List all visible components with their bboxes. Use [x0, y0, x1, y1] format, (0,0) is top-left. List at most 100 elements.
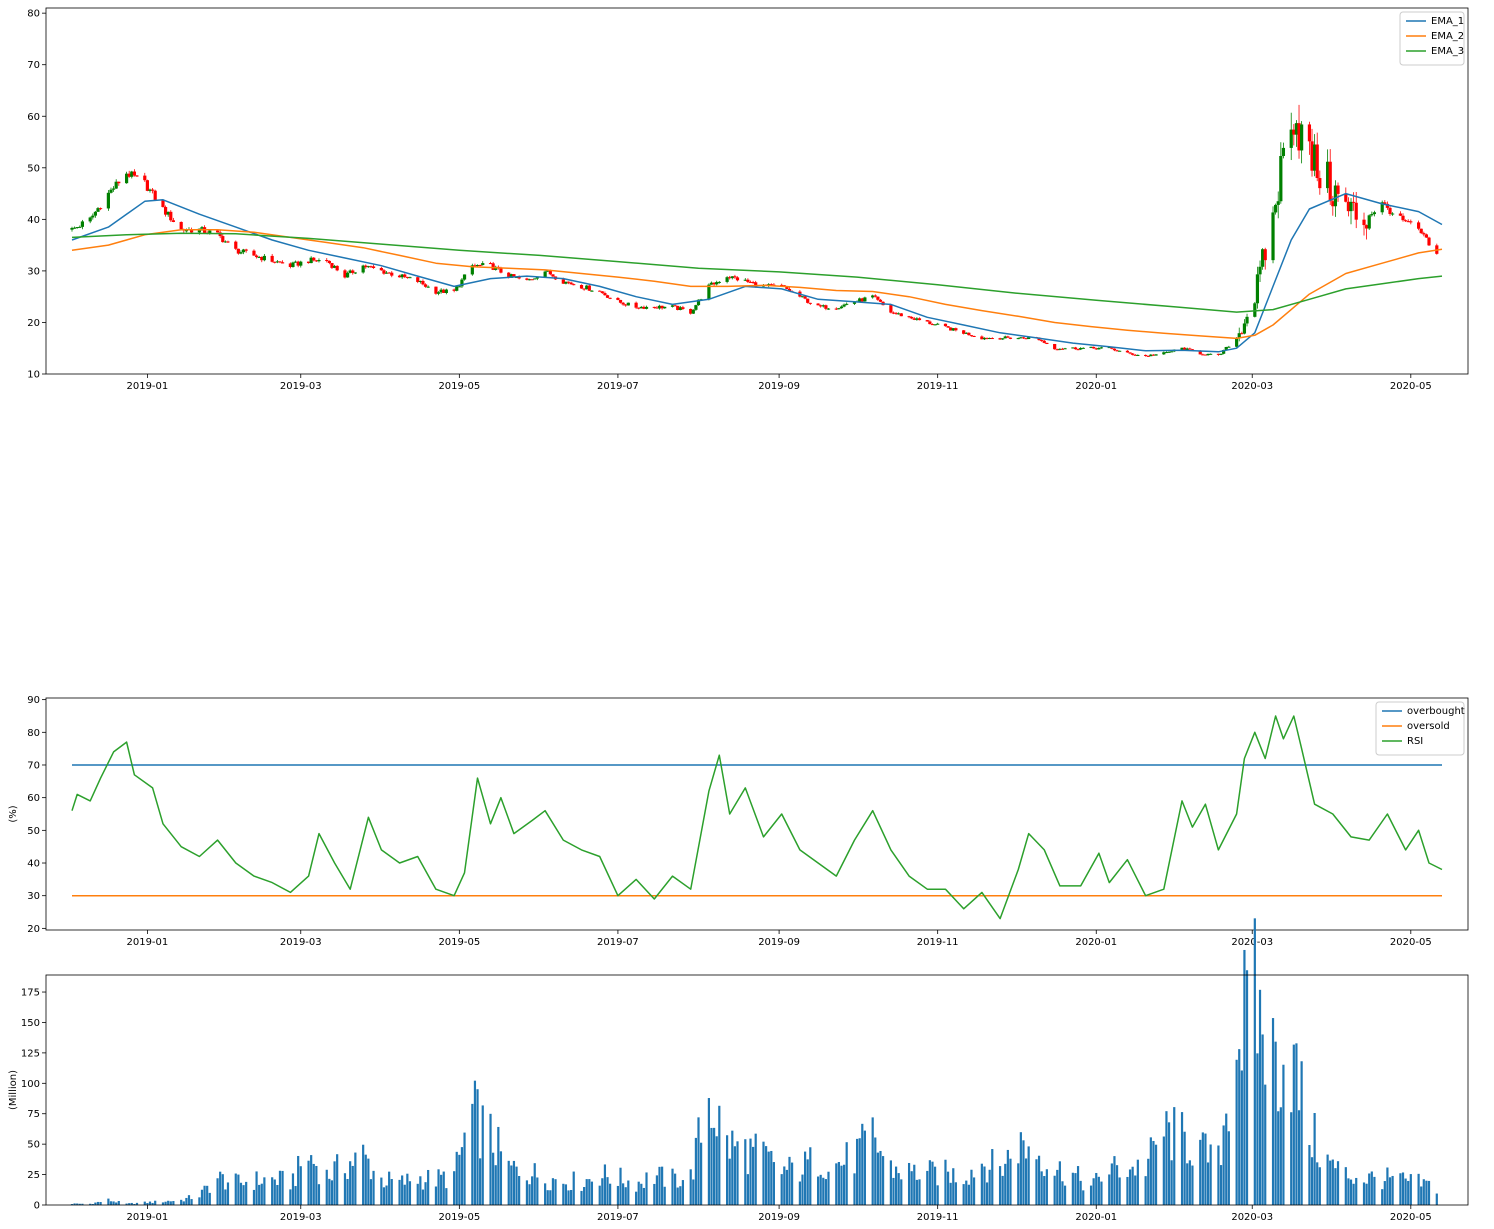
price-candle-body [80, 221, 84, 227]
volume-bar [770, 1150, 773, 1205]
volume-bar [780, 1174, 783, 1205]
volume-bar [803, 1151, 807, 1205]
volume-bar [1108, 1174, 1111, 1205]
price-candle-body [200, 227, 204, 229]
volume-bar [1313, 1113, 1316, 1205]
price-candle-body [1008, 337, 1013, 339]
price-candle-body [1198, 350, 1202, 355]
price-candle-body [351, 270, 355, 273]
price-candle-body [925, 320, 929, 322]
price-candle-body [1216, 353, 1221, 355]
volume-bar [991, 1149, 994, 1205]
price-candle-body [1201, 354, 1205, 356]
volume-bar [642, 1187, 646, 1205]
volume-bar [369, 1179, 373, 1205]
price-candle-body [153, 190, 157, 201]
price-candle-body [1021, 337, 1026, 339]
volume-bar [736, 1141, 739, 1205]
price-candle-body [488, 263, 493, 265]
volume-bar [762, 1141, 765, 1205]
volume-bar [855, 1138, 859, 1205]
volume-bar [733, 1146, 737, 1205]
volume-bar [551, 1178, 555, 1205]
volume-bar [364, 1154, 367, 1205]
price-candle-body [345, 272, 350, 278]
volume-bar [1383, 1181, 1386, 1205]
price-candle-body [234, 241, 238, 249]
price-candle-body [946, 326, 950, 328]
price-candle-body [135, 175, 139, 177]
price-candle-body [93, 211, 97, 216]
price-candle-body [1372, 212, 1377, 215]
2-ytick-label: 75 [27, 1109, 40, 1120]
volume-bar [1344, 1167, 1347, 1205]
volume-bar [1417, 1173, 1420, 1205]
volume-bar [998, 1166, 1002, 1205]
price-candle-body [837, 308, 841, 310]
volume-bar [1128, 1169, 1132, 1205]
volume-bar [1188, 1160, 1191, 1205]
volume-bar [824, 1179, 827, 1205]
1-ytick-label: 90 [27, 695, 40, 706]
price-candle-body [525, 278, 529, 280]
price-candle-body [403, 274, 407, 277]
price-candle-body [444, 289, 448, 294]
price-candle-body [171, 220, 175, 222]
price-candle-body [899, 313, 903, 317]
volume-bar [161, 1202, 165, 1205]
price-candle-body [405, 276, 409, 278]
price-candle-body [590, 290, 594, 292]
volume-bar [169, 1201, 172, 1205]
volume-bar [73, 1203, 76, 1205]
volume-bar [827, 1171, 830, 1205]
price-candle-body [517, 277, 521, 279]
price-candle-body [1352, 201, 1356, 203]
price-candle-body [579, 284, 584, 289]
price-candle-body [769, 284, 773, 286]
price-candle-body [657, 305, 662, 309]
price-candle-body [416, 277, 420, 282]
price-candle-body [254, 255, 259, 258]
volume-bar [401, 1175, 404, 1205]
volume-bar [1131, 1166, 1134, 1205]
volume-bar [421, 1189, 425, 1205]
price-candle-body [1313, 144, 1317, 171]
price-candle-body [434, 286, 438, 294]
volume-bar [1274, 1041, 1277, 1205]
price-candle-body [954, 328, 958, 331]
price-candle-body [361, 265, 365, 273]
volume-bar [1126, 1176, 1129, 1205]
price-candle-body [819, 305, 823, 307]
price-candle-body [678, 307, 682, 310]
volume-bar [325, 1169, 328, 1205]
volume-bar [1092, 1178, 1095, 1205]
volume-bar [1258, 989, 1262, 1205]
volume-bar [143, 1201, 146, 1205]
price-candle-body [478, 264, 482, 266]
volume-bar [380, 1177, 383, 1205]
volume-bar [619, 1167, 622, 1205]
volume-bar [1290, 1112, 1293, 1205]
price-candle-body [673, 305, 677, 307]
price-candle-body [1219, 353, 1223, 355]
price-candle-body [826, 308, 831, 310]
price-candle-body [915, 318, 919, 320]
volume-bar [1217, 1145, 1220, 1205]
price-candle-body [1063, 348, 1067, 350]
volume-bar [455, 1151, 458, 1205]
price-candle-body [733, 276, 737, 278]
price-candle-body [1391, 213, 1395, 215]
volume-bar [343, 1173, 347, 1205]
price-candle-body [353, 272, 357, 274]
price-candle-body [634, 302, 638, 308]
volume-bar [627, 1180, 630, 1205]
volume-bar [198, 1197, 201, 1205]
price-candle-body [1003, 336, 1007, 339]
price-candle-body [951, 328, 955, 331]
1-ytick-label: 80 [27, 728, 40, 739]
1-ytick-label: 50 [27, 826, 40, 837]
price-panel: 10 20 30 40 50 60 70 80 2019-01 2019-03 2019-05 201… [27, 7, 1469, 392]
price-candle-body [1115, 350, 1119, 352]
volume-bar [494, 1165, 497, 1205]
price-candle-body [928, 321, 932, 325]
